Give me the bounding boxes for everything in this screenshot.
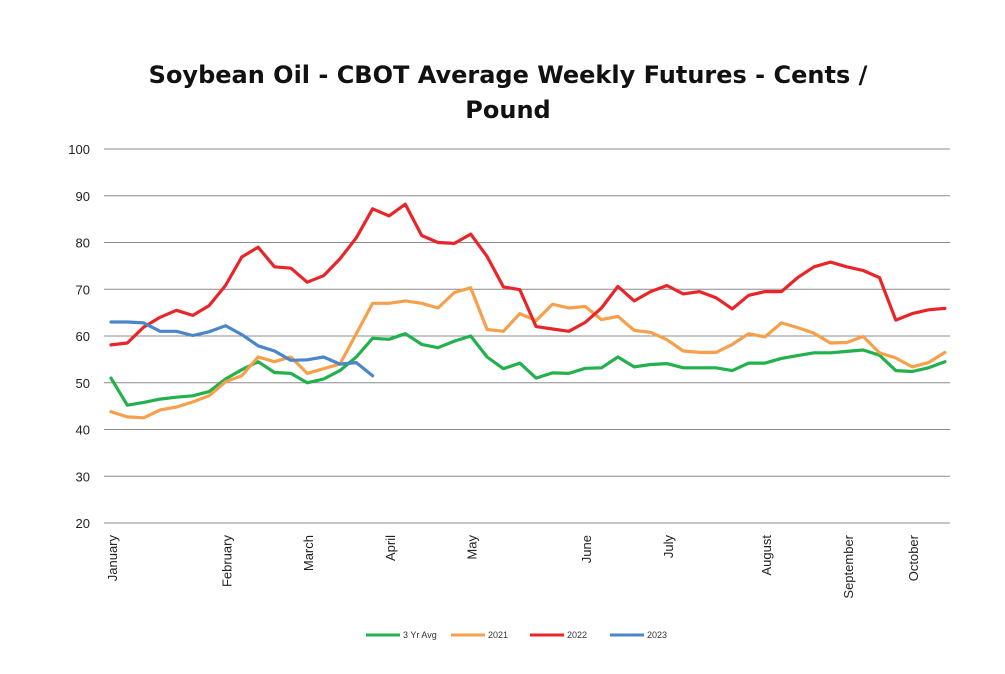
y-tick-label: 40 [76,423,90,438]
series-line-2021 [109,286,947,420]
x-month-label: October [906,534,921,581]
x-month-label: July [661,535,676,559]
chart-title-line-2: Pound [465,96,550,124]
gridlines [104,148,950,524]
series-line-2022 [109,202,947,347]
legend-label: 2022 [567,630,587,640]
y-tick-label: 90 [76,189,90,204]
legend-label: 2023 [647,630,667,640]
x-month-label: February [219,535,234,588]
y-axis-tick-labels: 20 30 40 50 60 70 80 90 100 [68,142,90,531]
y-tick-label: 60 [76,329,90,344]
chart-title-line-1: Soybean Oil - CBOT Average Weekly Future… [149,61,868,89]
series-line-2023 [109,320,375,378]
legend: 3 Yr Avg 2021 2022 2023 [366,630,667,640]
x-month-label: March [301,535,316,571]
y-tick-label: 50 [76,376,90,391]
legend-label: 3 Yr Avg [403,630,437,640]
y-tick-label: 20 [76,516,90,531]
y-tick-label: 70 [76,282,90,297]
x-month-label: September [841,534,856,598]
x-month-label: April [383,535,398,561]
legend-label: 2021 [488,630,508,640]
y-tick-label: 30 [76,469,90,484]
y-tick-label: 100 [68,142,90,157]
x-month-label: June [579,535,594,563]
series-lines [109,202,947,420]
x-month-label: January [105,535,120,582]
series-line-3-yr-avg [109,332,947,407]
x-month-label: May [465,535,480,560]
y-tick-label: 80 [76,236,90,251]
x-month-label: August [759,535,774,576]
x-axis-month-labels: January February March April May June July Augu… [105,534,921,598]
